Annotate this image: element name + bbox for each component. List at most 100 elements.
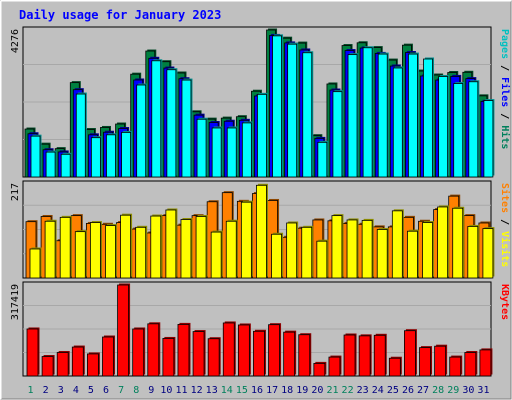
- kbytes-bar: [313, 362, 326, 377]
- kbytes-bar: [298, 334, 311, 377]
- legend-separator: /: [499, 59, 510, 77]
- kbytes-bar: [147, 323, 160, 377]
- pages-bar: [423, 58, 433, 178]
- sites-bar: [316, 240, 328, 279]
- sites-bar: [407, 230, 418, 279]
- x-tick-label: 5: [88, 385, 94, 396]
- kbytes-bar: [192, 331, 205, 377]
- sites-bar: [467, 226, 479, 279]
- pages-bar: [136, 84, 147, 178]
- kbytes-max-label: 317419: [10, 284, 21, 320]
- x-tick-label: 28: [432, 385, 444, 396]
- x-tick-label: 27: [417, 385, 429, 396]
- pages-bar: [468, 81, 479, 178]
- sites-bar: [286, 222, 298, 279]
- x-tick-label: 6: [103, 385, 109, 396]
- x-tick-label: 1: [28, 385, 34, 396]
- sites-bar: [225, 220, 237, 279]
- kbytes-bar: [162, 338, 175, 377]
- x-tick-label: 2: [43, 385, 49, 396]
- chart-panels: 4276 Pages / Files / Hits 217 Sites / Visit…: [10, 26, 511, 377]
- sites-bar: [346, 219, 358, 279]
- pages-bar: [151, 60, 162, 178]
- legend-pages: Pages: [499, 29, 510, 59]
- x-tick-label: 21: [326, 385, 338, 396]
- pages-bar: [453, 83, 464, 178]
- kbytes-bar: [177, 323, 190, 377]
- pages-bar: [438, 76, 449, 178]
- sites-bar: [150, 215, 162, 279]
- pages-bar: [30, 135, 41, 178]
- x-tick-label: 25: [387, 385, 399, 396]
- x-tick-label: 30: [462, 385, 474, 396]
- x-tick-label: 14: [221, 385, 233, 396]
- kbytes-bar: [404, 330, 416, 377]
- panel-kbytes: 317419 KBytes: [10, 281, 510, 377]
- hits-legend: Pages / Files / Hits: [499, 29, 511, 149]
- sites-bar: [391, 210, 403, 279]
- sites-bar: [74, 231, 86, 279]
- pages-bar: [257, 93, 267, 178]
- kbytes-bar: [222, 322, 235, 377]
- pages-bar: [196, 118, 207, 178]
- sites-bar: [44, 220, 56, 279]
- sites-bar: [59, 216, 71, 279]
- pages-bar: [211, 127, 222, 178]
- sites-bar: [422, 222, 433, 279]
- pages-bar: [90, 137, 101, 178]
- kbytes-bar: [358, 335, 371, 377]
- sites-bar: [120, 214, 131, 279]
- kbytes-bar: [41, 356, 54, 377]
- series-sites: [29, 183, 495, 279]
- visits-legend: Sites / Visits: [499, 183, 511, 267]
- pages-bar: [60, 153, 71, 178]
- kbytes-bar: [283, 331, 296, 377]
- sites-bar: [301, 226, 313, 279]
- sites-bar: [437, 206, 449, 279]
- kbytes-bar: [464, 352, 477, 377]
- pages-bar: [45, 151, 56, 178]
- kbytes-bar: [71, 346, 84, 377]
- sites-bar: [256, 184, 267, 279]
- kbytes-bar: [86, 353, 99, 377]
- kbytes-bar: [237, 324, 250, 377]
- kbytes-bar: [373, 334, 386, 377]
- legend-sites: Sites: [499, 183, 511, 213]
- pages-bar: [121, 132, 131, 178]
- legend-visits: Visits: [499, 231, 511, 267]
- x-tick-label: 16: [251, 385, 263, 396]
- sites-bar: [271, 233, 282, 279]
- x-tick-label: 3: [58, 385, 64, 396]
- pages-bar: [408, 53, 418, 178]
- x-tick-label: 17: [266, 385, 278, 396]
- x-tick-label: 4: [73, 385, 79, 396]
- panel-visits: 217 Sites / Visits: [10, 180, 511, 279]
- sites-bar: [195, 216, 207, 279]
- x-tick-label: 8: [133, 385, 139, 396]
- x-tick-label: 23: [357, 385, 369, 396]
- legend-separator: /: [499, 107, 510, 125]
- sites-bar: [180, 219, 192, 279]
- series-kbytes: [26, 283, 493, 377]
- sites-bar: [89, 222, 101, 279]
- pages-bar: [302, 52, 313, 178]
- x-axis-labels: 1 2 3 4 5 6 7 8 9 10 11 12 13 14 15 16 17 18 19 20 21 22 23 24 2…: [28, 385, 490, 396]
- sites-bar: [361, 219, 373, 279]
- kbytes-bar: [419, 347, 431, 377]
- x-tick-label: 24: [372, 385, 384, 396]
- kbytes-bar: [117, 284, 129, 377]
- pages-bar: [377, 53, 388, 178]
- legend-kbytes: KBytes: [499, 284, 510, 320]
- sites-bar: [376, 229, 388, 279]
- sites-bar: [29, 248, 41, 279]
- legend-files: Files: [499, 77, 511, 107]
- kbytes-bar: [479, 349, 492, 377]
- x-tick-label: 9: [148, 385, 154, 396]
- kbytes-bar: [102, 336, 114, 377]
- legend-hits: Hits: [499, 125, 511, 149]
- x-tick-label: 10: [160, 385, 172, 396]
- x-tick-label: 7: [118, 385, 124, 396]
- sites-bar: [452, 207, 464, 279]
- kbytes-bar: [268, 324, 280, 377]
